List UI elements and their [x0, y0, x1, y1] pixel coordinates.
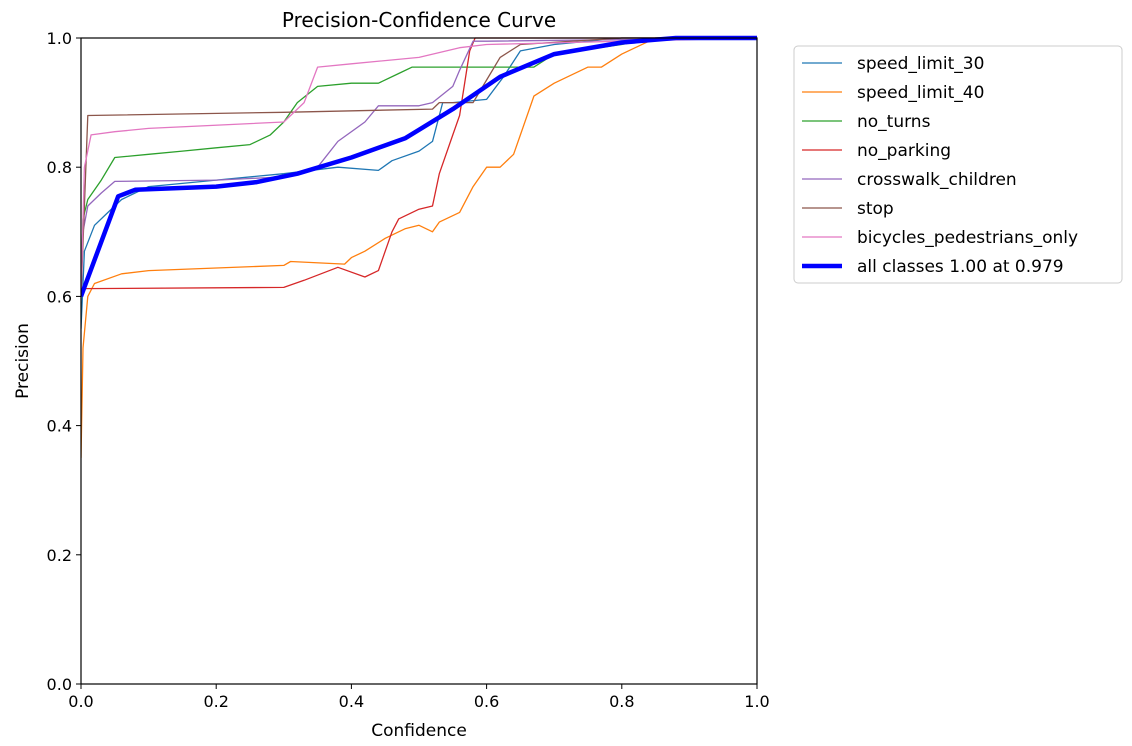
y-axis-label: Precision — [13, 323, 33, 399]
legend: speed_limit_30 speed_limit_40 no_turns no_p… — [793, 45, 1123, 284]
series-line-crosswalk-children — [81, 37, 757, 297]
plot-area — [81, 35, 757, 458]
series-line-speed-limit-30 — [81, 37, 757, 329]
legend-label: stop — [857, 199, 894, 219]
series-line-all-classes-1-00-at-0-979 — [81, 35, 757, 298]
y-tick-label: 1.0 — [47, 29, 72, 48]
y-tick-label: 0.4 — [47, 417, 72, 436]
x-axis-label: Confidence — [371, 721, 467, 741]
series-line-speed-limit-40 — [81, 37, 757, 458]
legend-label: bicycles_pedestrians_only — [857, 228, 1078, 248]
legend-label: crosswalk_children — [857, 170, 1017, 190]
axis-ticks: 0.0 0.2 0.4 0.6 0.8 1.0 0.0 0.2 0.4 0.6 0.8 1.0 — [47, 29, 770, 711]
x-tick-label: 0.6 — [474, 692, 499, 711]
legend-label: speed_limit_40 — [857, 83, 984, 103]
y-tick-label: 0.6 — [47, 287, 72, 306]
series-line-bicycles-pedestrians-only — [81, 37, 757, 297]
legend-label: speed_limit_30 — [857, 54, 984, 74]
y-tick-label: 0.2 — [47, 546, 72, 565]
x-tick-label: 1.0 — [744, 692, 769, 711]
y-tick-label: 0.8 — [47, 158, 72, 177]
x-tick-label: 0.2 — [203, 692, 228, 711]
legend-label: no_turns — [857, 112, 931, 132]
chart-title: Precision-Confidence Curve — [282, 8, 556, 32]
x-tick-label: 0.8 — [609, 692, 634, 711]
series-line-no-turns — [81, 37, 757, 297]
legend-label: all classes 1.00 at 0.979 — [857, 257, 1064, 277]
x-tick-label: 0.0 — [68, 692, 93, 711]
series-line-stop — [81, 37, 757, 297]
x-tick-label: 0.4 — [339, 692, 364, 711]
axes-frame — [80, 37, 758, 685]
series-line-no-parking — [81, 37, 757, 297]
y-tick-label: 0.0 — [47, 675, 72, 694]
legend-box — [793, 45, 1123, 284]
legend-label: no_parking — [857, 141, 951, 161]
